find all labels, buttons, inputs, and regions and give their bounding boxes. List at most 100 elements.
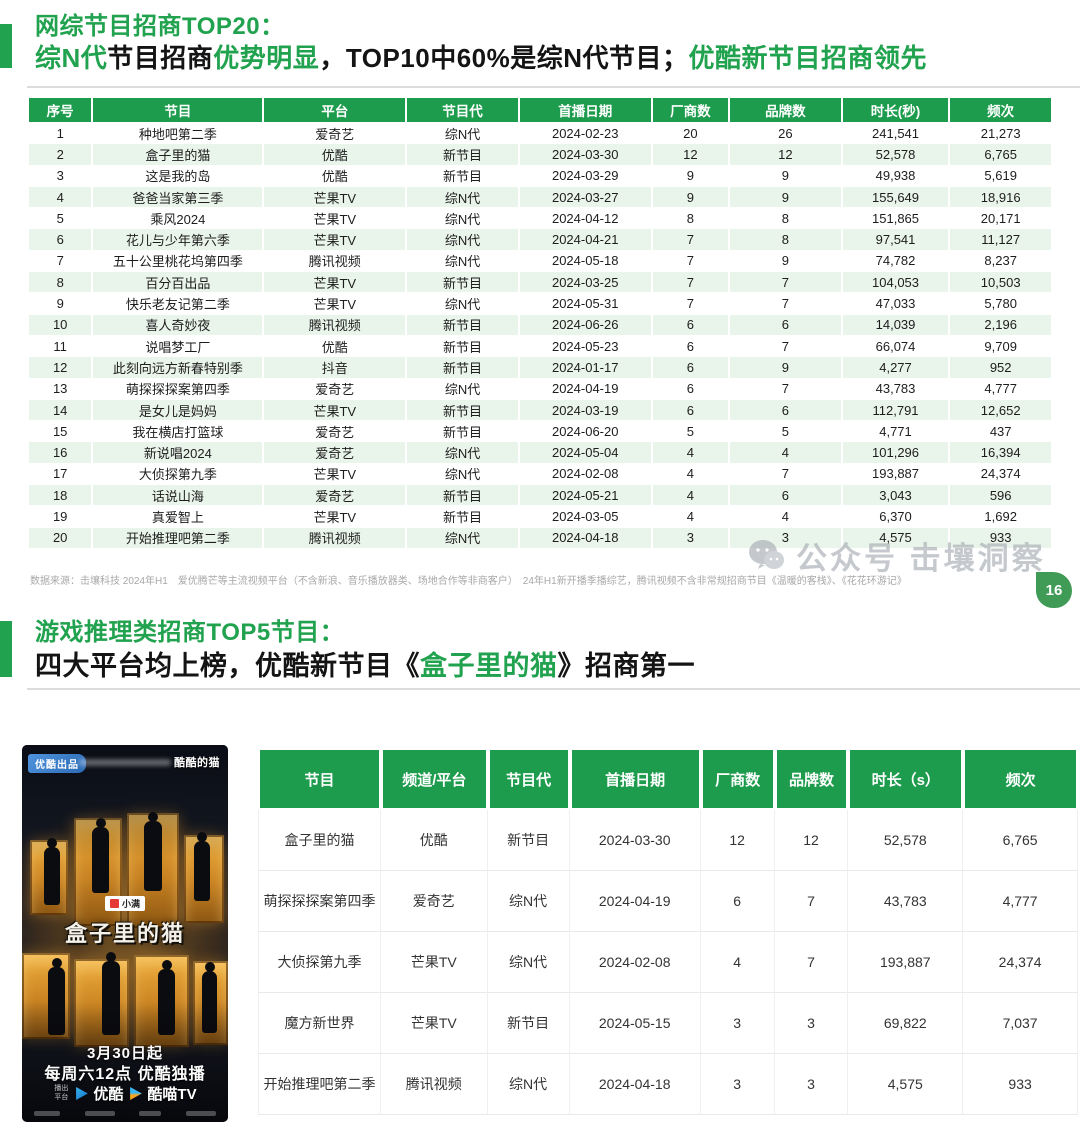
table-cell: 20 — [683, 125, 698, 141]
text-segment: 》招商第一 — [557, 651, 695, 681]
section2-subtitle: 四大平台均上榜，优酷新节目《盒子里的猫》招商第一 — [35, 644, 695, 683]
table-cell: 7 — [774, 871, 849, 932]
text-segment: 四大平台均上榜，优酷新节目《 — [35, 651, 420, 681]
table-cell: 腾讯视频 — [308, 254, 361, 270]
table-cell: 腾讯视频 — [264, 314, 406, 335]
table-row: 15 我在横店打篮球 爱奇艺 新节目 2024-06-20 5 5 4,771 437 — [29, 421, 1051, 441]
table-cell: 1 — [56, 125, 64, 141]
table-row: 10 喜人奇妙夜 腾讯视频 新节目 2024-06-26 6 6 14,039 2,196 — [29, 314, 1051, 335]
table-cell: 49,938 — [875, 168, 916, 184]
poster-tagline — [79, 759, 171, 766]
table-cell: 4,575 — [842, 527, 949, 548]
table-cell: 9 — [730, 357, 841, 378]
table-cell: 2024-03-29 — [551, 168, 619, 184]
table-cell: 101,296 — [842, 442, 949, 463]
table-cell: 腾讯视频 — [381, 1054, 488, 1115]
section1-accent-bar — [0, 24, 12, 68]
table-cell: 4,777 — [963, 871, 1078, 932]
column-header: 首播日期 — [569, 748, 701, 810]
table-cell: 新节目 — [407, 314, 518, 335]
table-cell: 4 — [700, 932, 775, 993]
table-cell: 66,074 — [875, 338, 916, 354]
table-cell: 11,127 — [950, 229, 1051, 250]
table-cell: 2024-02-08 — [551, 466, 619, 482]
table-cell: 7 — [652, 272, 729, 293]
table-row: 7 五十公里桃花坞第四季 腾讯视频 综N代 2024-05-18 7 9 74,782 8,23… — [29, 251, 1051, 271]
table-cell: 喜人奇妙夜 — [93, 314, 263, 335]
table-cell: 乘风2024 — [150, 211, 206, 227]
table-cell: 2024-04-12 — [551, 210, 619, 226]
table-cell: 18,916 — [950, 186, 1051, 208]
table-row: 20 开始推理吧第二季 腾讯视频 综N代 2024-04-18 3 3 4,575 933 — [29, 527, 1051, 548]
column-header: 厂商数 — [700, 748, 775, 810]
table-cell: 3 — [774, 993, 849, 1054]
table-cell: 43,783 — [875, 381, 916, 397]
platform-name-kumiao: 酷喵TV — [147, 1086, 197, 1103]
table-cell: 14 — [29, 399, 92, 421]
table-cell: 综N代 — [487, 932, 570, 993]
table-cell: 2024-06-26 — [519, 314, 651, 335]
credit-bar — [185, 1111, 216, 1116]
top20-sponsorship-table: 序号 节目 平台 节目代 首播日期 厂商数 品牌数 时长(秒) 频次 1 种地吧第二季 爱奇艺 综N代… — [27, 97, 1053, 549]
column-header: 节目代 — [487, 748, 570, 810]
table-cell: 20,171 — [980, 210, 1021, 226]
table-cell: 12 — [730, 144, 841, 165]
table-cell: 193,887 — [848, 932, 964, 993]
table-cell: 爱奇艺 — [315, 382, 355, 398]
table-cell: 7 — [781, 296, 789, 312]
table-cell: 12 — [29, 357, 92, 378]
table-cell: 魔方新世界 — [258, 993, 381, 1054]
table-cell: 52,578 — [842, 144, 949, 165]
section1-subtitle: 综N代节目招商优势明显，TOP10中60%是综N代节目；优酷新节目招商领先 — [35, 38, 927, 75]
table-cell: 说唱梦工厂 — [145, 339, 211, 355]
table-cell: 12 — [652, 144, 729, 165]
column-header: 频道/平台 — [381, 748, 488, 810]
page-number-badge: 16 — [1036, 572, 1072, 608]
table-cell: 是女儿是妈妈 — [93, 399, 263, 421]
table-cell: 2024-05-04 — [519, 442, 651, 463]
table-cell: 芒果TV — [313, 297, 357, 313]
table-cell: 2024-03-25 — [519, 272, 651, 293]
table-cell: 花儿与少年第六季 — [93, 229, 263, 250]
table-cell: 6 — [730, 485, 841, 506]
table-cell: 百分百出品 — [93, 272, 263, 293]
table-row: 开始推理吧第二季 腾讯视频 综N代 2024-04-18 3 3 4,575 933 — [258, 1054, 1078, 1115]
table-row: 4 爸爸当家第三季 芒果TV 综N代 2024-03-27 9 9 155,649 18,916 — [29, 186, 1051, 208]
table-cell: 9 — [730, 186, 841, 208]
table-cell: 爱奇艺 — [264, 442, 406, 463]
table-cell: 爱奇艺 — [315, 424, 355, 440]
box-cat-show-poster: 优酷出品 酷酷的猫 小满 盒子里的猫 3月30日起 每周六12点 优酷独播 播出… — [22, 745, 228, 1122]
table-cell: 芒果TV — [313, 211, 357, 227]
poster-brand-logo: 酷酷的猫 — [174, 757, 220, 769]
table-cell: 4 — [686, 508, 694, 524]
table-cell: 9 — [686, 168, 694, 184]
kumiao-play-icon — [130, 1087, 142, 1100]
table-row: 萌探探探案第四季 爱奇艺 综N代 2024-04-19 6 7 43,783 4,777 — [258, 871, 1078, 932]
table-cell: 抖音 — [264, 357, 406, 378]
table-cell: 241,541 — [872, 125, 920, 141]
table-row: 5 乘风2024 芒果TV 综N代 2024-04-12 8 8 151,865 20,171 — [29, 208, 1051, 228]
section2-divider — [27, 688, 1080, 690]
table-cell: 6 — [686, 381, 694, 397]
table-cell: 4,277 — [842, 357, 949, 378]
table-cell: 4 — [686, 466, 694, 482]
table-cell: 2024-05-21 — [519, 485, 651, 506]
sponsor-logo: 小满 — [104, 896, 145, 911]
table-cell: 大侦探第九季 — [138, 467, 217, 483]
table-cell: 爱奇艺 — [315, 126, 355, 142]
table-cell: 6 — [652, 357, 729, 378]
table-cell: 开始推理吧第二季 — [93, 527, 263, 548]
table-cell: 2024-03-05 — [551, 508, 619, 524]
table-cell: 151,865 — [872, 210, 920, 226]
table-cell: 盒子里的猫 — [258, 810, 381, 871]
table-cell: 10,503 — [950, 272, 1051, 293]
table-cell: 6 — [730, 314, 841, 335]
table-cell: 2024-04-18 — [519, 527, 651, 548]
table-cell: 2024-04-19 — [551, 381, 619, 397]
table-cell: 10 — [29, 314, 92, 335]
table-cell: 2024-05-31 — [551, 296, 619, 312]
poster-credits — [22, 1111, 228, 1116]
column-header: 首播日期 — [519, 98, 651, 122]
table-cell: 新节目 — [407, 399, 518, 421]
table-cell: 4,777 — [984, 381, 1017, 397]
